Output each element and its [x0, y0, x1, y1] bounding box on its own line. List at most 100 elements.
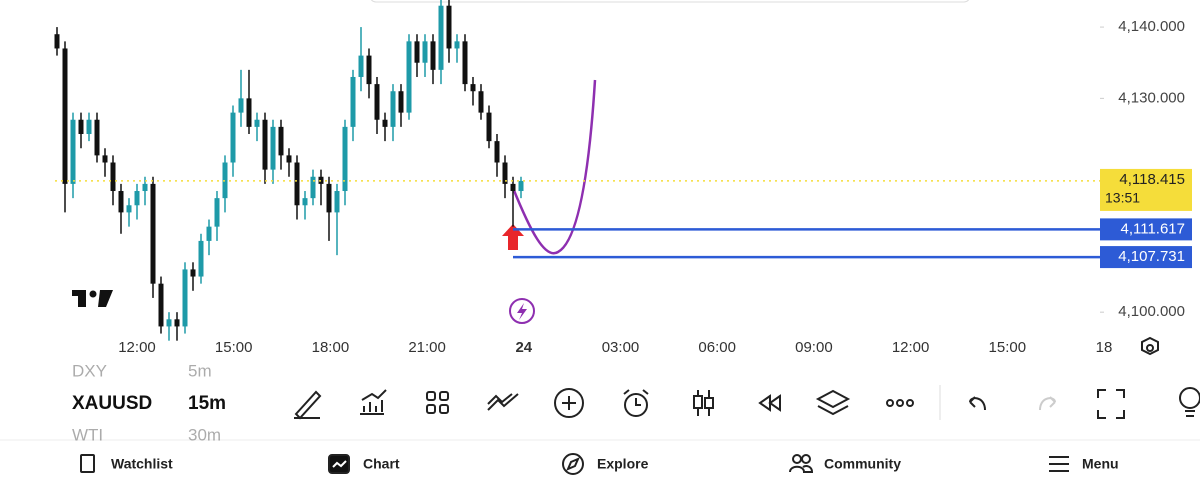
- candle-body: [174, 319, 180, 327]
- candle-body: [470, 84, 476, 92]
- symbol[interactable]: XAUUSD: [72, 393, 152, 414]
- candle-body: [286, 155, 292, 163]
- candle-body: [366, 55, 372, 85]
- nav-item[interactable]: Community: [824, 456, 901, 472]
- candle-body: [270, 126, 276, 170]
- candle-body: [238, 98, 244, 113]
- candle-body: [350, 76, 356, 127]
- candle-body: [206, 226, 212, 241]
- candle-body: [142, 183, 148, 192]
- indicators[interactable]: [360, 389, 387, 415]
- x-tick-label: 21:00: [408, 339, 446, 356]
- settings-icon[interactable]: [1141, 336, 1159, 356]
- candle-body: [478, 91, 484, 113]
- candle-body: [94, 119, 100, 156]
- add[interactable]: [554, 388, 584, 418]
- candle-body: [246, 98, 252, 127]
- x-tick-label: 06:00: [698, 339, 736, 356]
- redo[interactable]: [1039, 396, 1056, 411]
- candle-body: [486, 112, 492, 142]
- candle-body: [342, 126, 348, 192]
- y-tick-label: 4,100.000: [1118, 303, 1185, 320]
- candle-body: [462, 41, 468, 85]
- symbol[interactable]: WTI: [72, 425, 103, 444]
- interval[interactable]: 30m: [188, 425, 221, 444]
- nav-item[interactable]: Menu: [1082, 456, 1119, 472]
- candle-body: [414, 41, 420, 63]
- candle-body: [398, 91, 404, 113]
- candle-body: [62, 48, 68, 184]
- more[interactable]: [886, 399, 914, 407]
- menu-icon: [1049, 456, 1069, 472]
- nav-item[interactable]: Explore: [597, 456, 649, 472]
- candle-body: [214, 198, 220, 227]
- fullscreen[interactable]: [1097, 389, 1125, 419]
- candle-body: [390, 91, 396, 127]
- bar-type[interactable]: [693, 390, 714, 416]
- candle-body: [438, 5, 444, 70]
- last-price-box: [1100, 168, 1192, 211]
- interval[interactable]: 5m: [188, 361, 212, 380]
- y-tick-label: 4,130.000: [1118, 89, 1185, 106]
- candle-body: [230, 112, 236, 163]
- candle-body: [118, 191, 124, 213]
- toolbar-icons: [294, 387, 1200, 420]
- candle-body: [310, 176, 316, 199]
- alert[interactable]: [623, 389, 649, 417]
- nav-item[interactable]: Watchlist: [111, 456, 173, 472]
- ui-text: DXY 5m XAUUSD 15m WTI 30m Watchlist Chart Explor…: [72, 361, 1119, 471]
- x-tick-label: 12:00: [118, 339, 156, 356]
- compare[interactable]: [487, 393, 519, 411]
- level-label: 4,111.617: [1120, 220, 1185, 237]
- price-chart: 4,100.000 4,130.000 4,140.000 12:00 15:00 18:…: [54, 0, 1192, 356]
- x-tick-label: 03:00: [602, 339, 640, 356]
- candle-body: [406, 41, 412, 113]
- lightning-icon[interactable]: [509, 298, 535, 324]
- replay[interactable]: [758, 394, 781, 412]
- last-price-label: 4,118.415: [1119, 171, 1185, 188]
- candle-body: [278, 126, 284, 156]
- candle-body: [494, 141, 500, 163]
- layouts[interactable]: [426, 391, 449, 414]
- candle-body: [358, 55, 364, 77]
- candle-body: [502, 162, 508, 184]
- interval[interactable]: 15m: [188, 393, 226, 414]
- candle-body: [262, 119, 268, 170]
- candle-body: [454, 41, 460, 49]
- chart-icon-line: [332, 460, 347, 468]
- candle-body: [430, 41, 436, 70]
- candle-body: [182, 269, 188, 327]
- candle-body: [374, 84, 380, 120]
- x-tick-label: 12:00: [892, 339, 930, 356]
- watchlist-icon: [80, 454, 95, 473]
- x-tick-label: 24: [515, 339, 532, 356]
- ideas[interactable]: [1179, 387, 1200, 417]
- undo[interactable]: [969, 396, 986, 411]
- candle-body: [446, 5, 452, 49]
- candle-body: [190, 269, 196, 277]
- projection-curve: [511, 79, 597, 255]
- x-tick-label: 18: [1096, 339, 1113, 356]
- level-box: [1100, 246, 1192, 269]
- candle-body: [302, 198, 308, 206]
- candle-body: [126, 205, 132, 213]
- draw-tool[interactable]: [294, 390, 322, 420]
- x-tick-label: 15:00: [215, 339, 253, 356]
- layers[interactable]: [815, 389, 851, 416]
- symbol[interactable]: DXY: [72, 361, 107, 380]
- nav-item[interactable]: Chart: [363, 456, 400, 472]
- countdown-label: 13:51: [1105, 190, 1140, 206]
- x-tick-label: 18:00: [312, 339, 350, 356]
- candle-body: [54, 34, 60, 49]
- candle-body: [254, 119, 260, 127]
- level-box: [1100, 218, 1192, 241]
- community-icon: [789, 454, 814, 473]
- candle-body: [158, 283, 164, 327]
- candle-body: [382, 119, 388, 127]
- candle-body: [422, 41, 428, 63]
- explore-icon: [562, 453, 584, 475]
- tradingview-logo: [72, 290, 113, 307]
